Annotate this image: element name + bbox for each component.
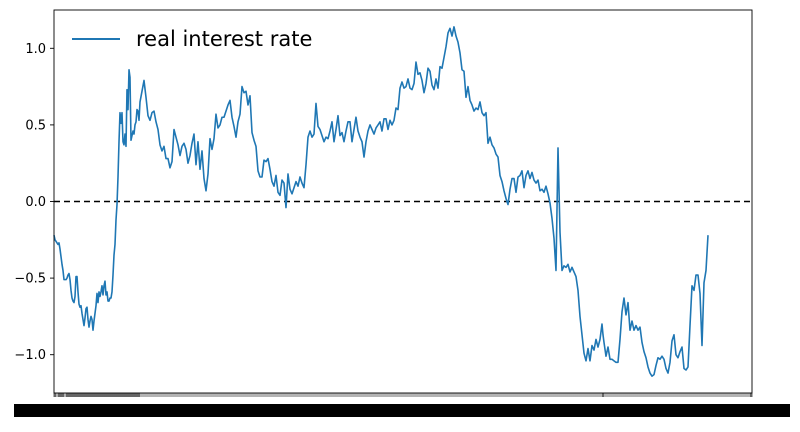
- y-axis: −1.0 −0.5 0.0 0.5 1.0: [14, 42, 54, 363]
- plot-frame: [53, 9, 753, 394]
- y-tick-label: 0.0: [25, 195, 46, 210]
- legend: real interest rate: [72, 27, 312, 51]
- series-line-real-interest-rate: [53, 26, 709, 377]
- x-tick-marks: [53, 393, 753, 397]
- y-tick-label: −1.0: [14, 348, 46, 363]
- legend-label-real-interest-rate: real interest rate: [136, 27, 312, 51]
- x-tick-labels-overlap: [14, 404, 790, 417]
- y-tick-label: 0.5: [25, 118, 46, 133]
- y-tick-label: 1.0: [25, 42, 46, 57]
- y-tick-label: −0.5: [14, 272, 46, 287]
- x-tick-labels: [14, 404, 790, 417]
